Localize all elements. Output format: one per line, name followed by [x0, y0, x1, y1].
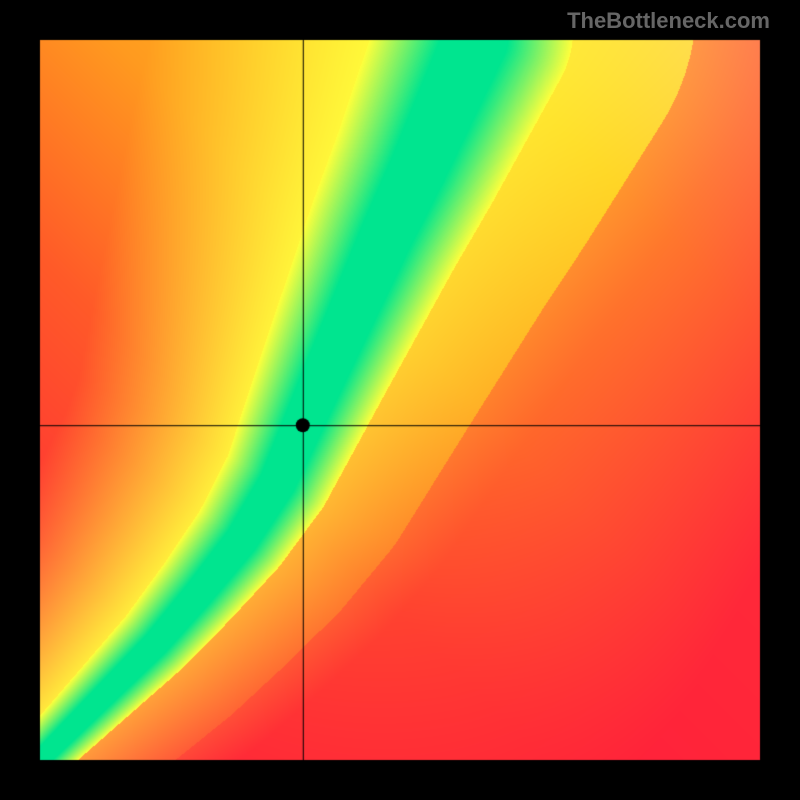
chart-container: TheBottleneck.com: [0, 0, 800, 800]
heatmap-canvas: [0, 0, 800, 800]
watermark-text: TheBottleneck.com: [567, 8, 770, 34]
